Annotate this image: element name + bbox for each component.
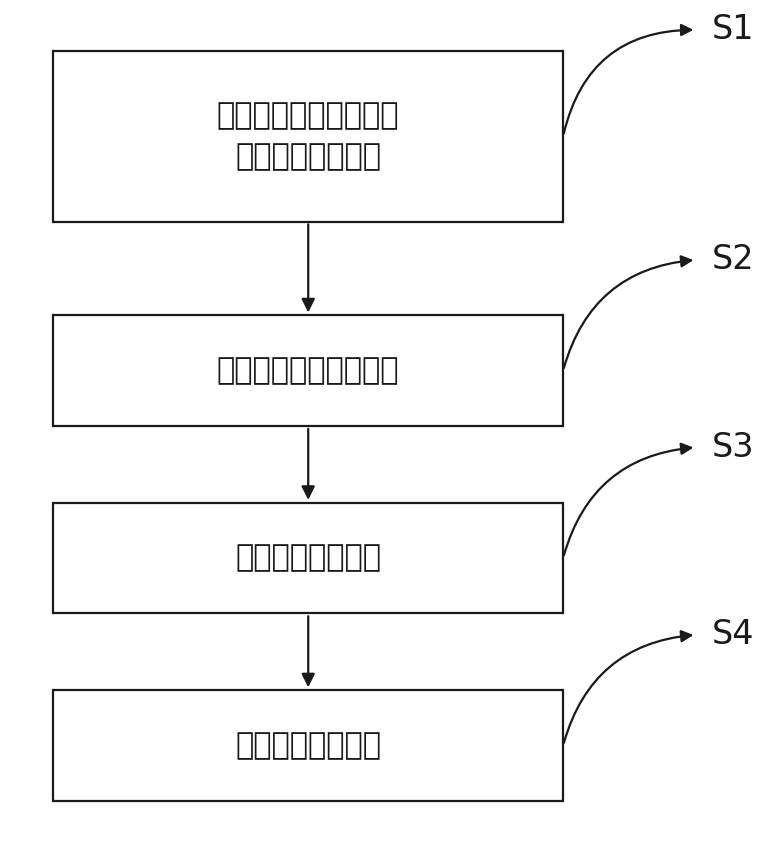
Bar <box>53 503 563 613</box>
FancyArrowPatch shape <box>564 256 691 368</box>
Text: S3: S3 <box>712 431 754 463</box>
Text: 执行终点倒炉操作: 执行终点倒炉操作 <box>235 544 381 573</box>
Bar <box>53 315 563 426</box>
FancyArrowPatch shape <box>564 631 691 743</box>
Text: S4: S4 <box>712 619 754 651</box>
Text: 向转炉中加入预设比例
的含钛铁水和废钢: 向转炉中加入预设比例 的含钛铁水和废钢 <box>217 101 400 171</box>
FancyArrowPatch shape <box>564 444 691 556</box>
Text: 执行倒渣摇炉操作: 执行倒渣摇炉操作 <box>235 731 381 760</box>
Bar <box>53 690 563 801</box>
Text: S2: S2 <box>712 244 754 276</box>
Text: 执行转炉吹炼脱磷操作: 执行转炉吹炼脱磷操作 <box>217 356 400 385</box>
Text: S1: S1 <box>712 14 754 46</box>
FancyArrowPatch shape <box>564 25 691 134</box>
Bar <box>53 51 563 222</box>
